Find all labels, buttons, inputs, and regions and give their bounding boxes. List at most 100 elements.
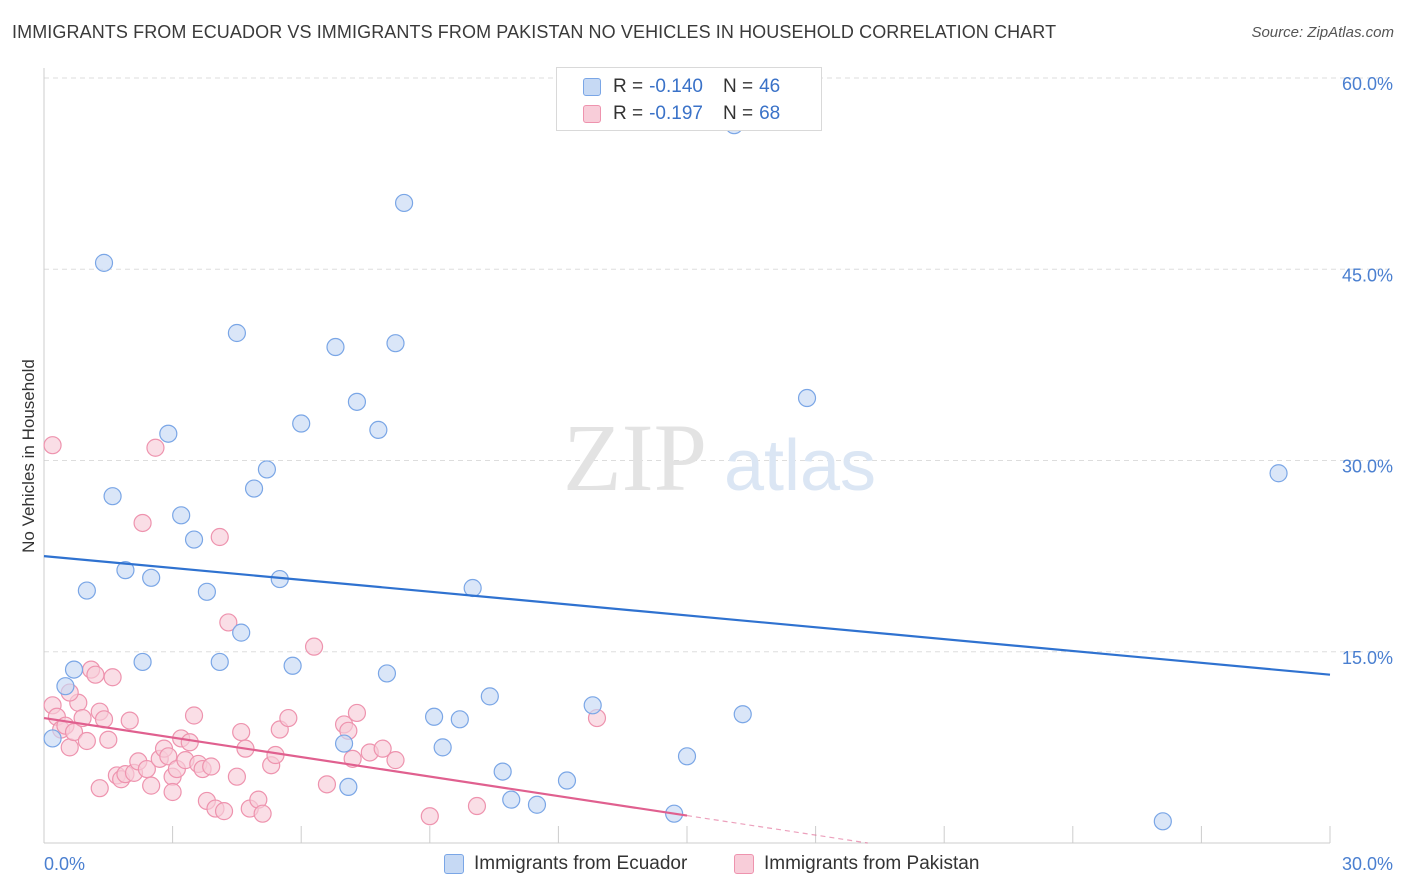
- ecuador-point: [797, 388, 817, 408]
- source-label: Source: ZipAtlas.com: [1251, 24, 1394, 41]
- ecuador-point: [184, 530, 204, 549]
- y-tick-label: 60.0%: [1342, 74, 1393, 94]
- pakistan-point: [146, 438, 165, 457]
- pakistan-point: [232, 722, 251, 742]
- stats-legend: R = -0.140 N = 46 R = -0.197 N = 68: [556, 67, 822, 131]
- ecuador-point: [142, 568, 161, 587]
- ecuador-point: [502, 790, 521, 809]
- pakistan-point: [142, 776, 161, 795]
- pakistan-point: [86, 665, 105, 684]
- ecuador-point: [159, 424, 178, 443]
- ecuador-point: [369, 420, 388, 439]
- pakistan-point: [219, 613, 238, 632]
- pakistan-point: [60, 738, 79, 757]
- legend-pakistan-r-value: -0.197: [649, 103, 703, 124]
- ecuador-point: [197, 582, 216, 601]
- ecuador-point: [557, 771, 577, 790]
- ecuador-point: [1153, 812, 1172, 831]
- ecuador-point: [244, 479, 264, 498]
- trend-lines: [43, 555, 1331, 844]
- ecuador-point: [116, 561, 135, 580]
- series-ecuador-points: [43, 116, 1288, 831]
- ecuador-point: [493, 762, 512, 781]
- ecuador-point: [424, 707, 444, 726]
- tick-labels: 15.0% 30.0% 45.0% 60.0% 0.0% 30.0%: [44, 74, 1393, 874]
- legend-ecuador-n-value: 46: [759, 76, 781, 97]
- legend-r-label: R =: [613, 76, 644, 97]
- ecuador-point: [583, 696, 602, 715]
- ecuador-point: [103, 487, 122, 506]
- ecuador-point: [77, 581, 96, 600]
- legend-n-label: N =: [722, 103, 754, 124]
- pakistan-point: [99, 730, 118, 749]
- ecuador-point: [133, 652, 152, 672]
- pakistan-point: [304, 637, 324, 656]
- ecuador-point: [1269, 464, 1288, 483]
- ecuador-point: [227, 323, 246, 343]
- legend-pakistan-n-value: 68: [759, 103, 781, 124]
- pakistan-point: [90, 779, 109, 798]
- y-tick-label: 45.0%: [1342, 265, 1393, 285]
- pakistan-point: [343, 749, 362, 768]
- pakistan-point: [180, 733, 199, 752]
- ecuador-point: [677, 747, 697, 766]
- ecuador-point: [283, 656, 302, 675]
- ecuador-point: [480, 687, 499, 706]
- ecuador-point: [326, 337, 345, 357]
- ecuador-point: [257, 460, 277, 479]
- ecuador-point: [433, 738, 452, 757]
- pakistan-trend-line: [43, 716, 688, 817]
- ecuador-point: [43, 729, 62, 748]
- pakistan-point: [210, 527, 229, 547]
- ecuador-point: [56, 677, 75, 696]
- axis-layer: [43, 68, 1331, 844]
- pakistan-point: [77, 731, 96, 751]
- pakistan-point: [120, 711, 139, 730]
- y-axis-title: No Vehicles in Household: [19, 359, 38, 553]
- watermark-zip: ZIP: [563, 404, 707, 511]
- pakistan-point: [214, 802, 234, 821]
- pakistan-point: [163, 782, 182, 802]
- ecuador-point: [386, 334, 405, 353]
- pakistan-legend-swatch: [734, 854, 754, 874]
- pakistan-point: [184, 706, 204, 725]
- y-tick-label: 15.0%: [1342, 648, 1393, 668]
- x-tick-label: 30.0%: [1342, 854, 1393, 874]
- pakistan-point: [137, 759, 156, 779]
- ecuador-legend-label: Immigrants from Ecuador: [474, 853, 688, 874]
- ecuador-point: [527, 795, 547, 814]
- pakistan-point: [420, 807, 439, 826]
- bottom-legend-pakistan: Immigrants from Pakistan: [734, 852, 979, 876]
- watermark: ZIP atlas: [563, 404, 876, 511]
- ecuador-point: [394, 193, 414, 213]
- pakistan-point: [317, 775, 337, 794]
- pakistan-legend-label: Immigrants from Pakistan: [764, 853, 980, 874]
- ecuador-point: [733, 705, 752, 724]
- pakistan-point: [103, 668, 122, 687]
- ecuador-point: [172, 506, 191, 525]
- ecuador-legend-swatch: [444, 854, 464, 874]
- series-pakistan-points: [43, 436, 607, 826]
- pakistan-point: [43, 436, 62, 455]
- pakistan-point: [202, 757, 221, 776]
- chart-title: IMMIGRANTS FROM ECUADOR VS IMMIGRANTS FR…: [12, 22, 1057, 42]
- grid-layer: [44, 77, 1394, 653]
- ecuador-point: [210, 652, 229, 672]
- x-tick-label: 0.0%: [44, 854, 85, 874]
- pakistan-point: [467, 796, 487, 816]
- watermark-atlas: atlas: [724, 426, 876, 506]
- ecuador-trend-line: [43, 555, 1331, 676]
- pakistan-point: [386, 751, 405, 770]
- pakistan-point: [347, 703, 367, 723]
- y-tick-label: 30.0%: [1342, 457, 1393, 477]
- bottom-legend-ecuador: Immigrants from Ecuador: [444, 852, 687, 876]
- ecuador-point: [232, 623, 251, 642]
- ecuador-point: [450, 710, 469, 729]
- ecuador-point: [347, 392, 367, 411]
- ecuador-swatch: [583, 78, 601, 96]
- ecuador-point: [334, 734, 354, 753]
- pakistan-point: [159, 747, 178, 766]
- ecuador-point: [339, 777, 358, 797]
- ecuador-point: [377, 664, 397, 683]
